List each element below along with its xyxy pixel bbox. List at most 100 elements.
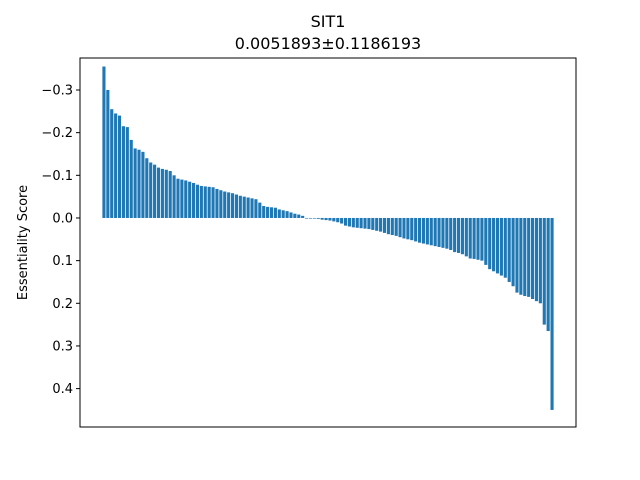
bar-64: [351, 217, 355, 228]
bar-5: [121, 126, 125, 218]
y-tick-label: 0.4: [52, 382, 73, 397]
bar-103: [503, 217, 507, 278]
bar-88: [445, 217, 449, 249]
bar-83: [425, 217, 429, 245]
bar-85: [433, 217, 437, 247]
bar-15: [160, 168, 164, 218]
bar-25: [199, 185, 203, 218]
bar-52: [305, 217, 309, 219]
bar-33: [230, 193, 235, 218]
bar-41: [262, 206, 266, 218]
bar-73: [386, 217, 390, 235]
bar-10: [141, 151, 145, 218]
bar-58: [328, 217, 332, 221]
bar-86: [437, 217, 441, 247]
bar-109: [527, 217, 531, 297]
bar-26: [203, 186, 207, 218]
bar-99: [488, 217, 492, 270]
bar-54: [312, 217, 316, 219]
bar-50: [297, 214, 301, 218]
bar-19: [176, 178, 180, 218]
bar-49: [293, 213, 297, 218]
bar-4: [117, 115, 122, 218]
bar-27: [207, 186, 211, 218]
bar-112: [538, 217, 542, 304]
bar-56: [320, 217, 324, 220]
bar-2: [110, 109, 114, 218]
bar-75: [394, 217, 398, 236]
bar-62: [343, 217, 348, 226]
bar-82: [421, 217, 426, 244]
bar-3: [114, 113, 118, 218]
y-tick-label: −0.3: [41, 83, 73, 98]
bar-67: [363, 217, 367, 229]
bar-87: [441, 217, 445, 248]
bar-113: [542, 217, 546, 325]
bar-98: [484, 217, 488, 265]
bar-79: [410, 217, 414, 241]
bar-76: [398, 217, 402, 238]
bar-6: [125, 127, 129, 218]
bar-78: [406, 217, 410, 240]
bar-35: [238, 195, 242, 218]
y-tick-label: −0.2: [41, 126, 73, 141]
bar-57: [324, 217, 328, 221]
bar-115: [550, 217, 554, 410]
bar-29: [215, 188, 219, 218]
bar-45: [277, 209, 281, 218]
y-tick-label: −0.1: [41, 169, 73, 184]
bar-17: [168, 171, 172, 218]
bar-104: [507, 217, 511, 282]
chart-title: SIT1: [311, 12, 346, 31]
y-tick-label: 0.3: [52, 339, 73, 354]
bar-107: [519, 217, 523, 295]
bar-23: [192, 182, 196, 218]
bar-36: [242, 196, 246, 218]
bar-1: [106, 89, 110, 218]
bar-69: [371, 217, 375, 230]
bar-32: [227, 192, 231, 218]
bar-110: [531, 217, 535, 300]
bar-80: [414, 217, 418, 242]
bar-84: [429, 217, 433, 246]
bar-53: [308, 217, 313, 219]
bar-20: [180, 179, 184, 218]
bar-108: [523, 217, 527, 297]
bar-95: [472, 217, 476, 259]
bar-94: [468, 217, 472, 259]
bar-43: [269, 207, 274, 218]
bar-48: [289, 212, 293, 218]
bar-24: [195, 184, 200, 218]
bar-18: [172, 175, 176, 218]
y-tick-label: 0.2: [52, 297, 73, 312]
bar-92: [460, 217, 464, 255]
bar-100: [492, 217, 496, 272]
bar-14: [156, 167, 161, 218]
bar-13: [153, 164, 157, 218]
bar-90: [453, 217, 457, 253]
bar-77: [402, 217, 406, 239]
bar-55: [316, 217, 320, 219]
bar-40: [258, 202, 262, 218]
bar-16: [164, 169, 168, 218]
bar-96: [476, 217, 480, 260]
y-tick-label: 0.1: [52, 254, 73, 269]
bar-51: [301, 215, 305, 218]
y-tick-label: 0.0: [52, 211, 73, 226]
bar-30: [219, 190, 223, 218]
bar-0: [102, 66, 106, 218]
chart-subtitle: 0.0051893±0.1186193: [235, 34, 421, 53]
y-axis-label: Essentiality Score: [16, 185, 31, 300]
bar-68: [367, 217, 371, 230]
bar-74: [390, 217, 394, 236]
bar-series: [102, 66, 554, 410]
bar-89: [449, 217, 453, 250]
bar-114: [546, 217, 550, 332]
bar-47: [285, 211, 289, 218]
bar-12: [149, 162, 153, 218]
bar-60: [336, 217, 340, 223]
bar-7: [129, 139, 133, 218]
bar-97: [480, 217, 484, 261]
bar-93: [464, 217, 468, 257]
